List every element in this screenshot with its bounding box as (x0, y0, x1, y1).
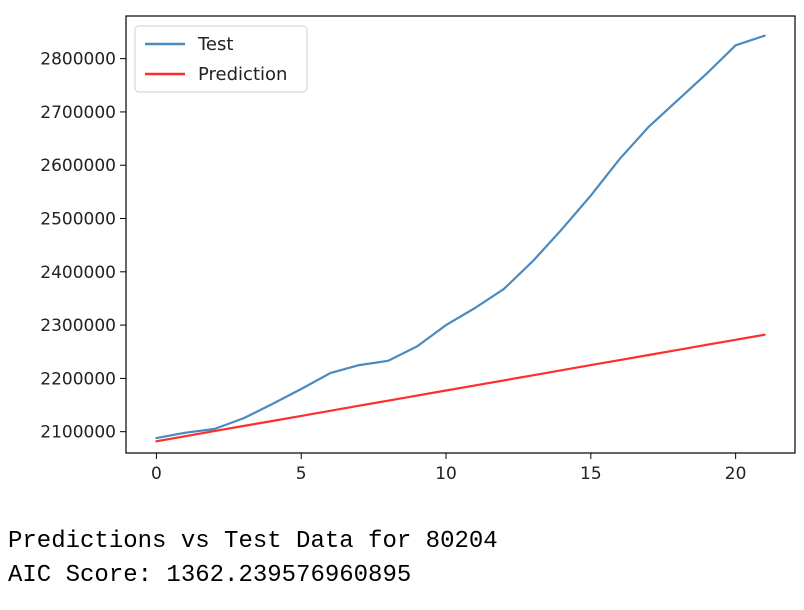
y-tick-label: 2700000 (40, 103, 116, 123)
y-tick-label: 2100000 (40, 423, 116, 443)
line-chart: 0 5 10 15 20 2100000 2200000 2300000 2400000 2500… (40, 15, 796, 484)
y-tick-label: 2800000 (40, 50, 116, 70)
caption-aic-score: AIC Score: 1362.239576960895 (8, 562, 412, 589)
legend-label-prediction: Prediction (198, 64, 287, 85)
x-tick-label: 0 (151, 464, 162, 484)
plot-area: 0 5 10 15 20 2100000 2200000 2300000 2400000 2500… (40, 15, 796, 484)
legend-label-test: Test (197, 34, 233, 55)
series-line-test (155, 34, 766, 440)
y-tick-label: 2300000 (40, 316, 116, 336)
series-line-prediction (155, 333, 766, 443)
x-tick-label: 15 (580, 464, 602, 484)
legend-box (134, 25, 308, 93)
y-tick-label: 2600000 (40, 156, 116, 176)
axes-frame (125, 15, 796, 454)
x-tick-label: 5 (296, 464, 307, 484)
x-tick-label: 10 (435, 464, 457, 484)
y-tick-label: 2400000 (40, 263, 116, 283)
y-tick-label: 2200000 (40, 369, 116, 389)
y-tick-label: 2500000 (40, 210, 116, 230)
x-tick-label: 20 (725, 464, 747, 484)
caption-title: Predictions vs Test Data for 80204 (8, 528, 498, 555)
